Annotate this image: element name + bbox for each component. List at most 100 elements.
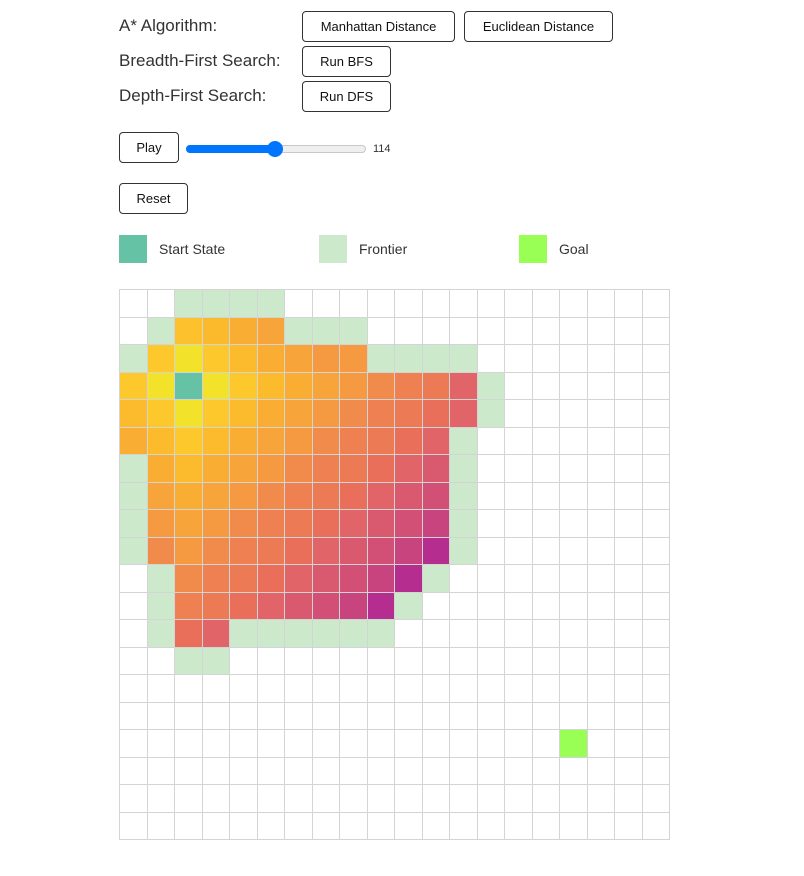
grid-cell[interactable] [531, 509, 560, 538]
grid-cell[interactable] [174, 784, 203, 813]
frontier-cell[interactable] [146, 591, 175, 620]
frontier-cell[interactable] [311, 316, 340, 345]
grid-cell[interactable] [256, 756, 285, 785]
explored-cell[interactable] [284, 509, 313, 538]
explored-cell[interactable] [421, 481, 450, 510]
explored-cell[interactable] [146, 481, 175, 510]
explored-cell[interactable] [229, 536, 258, 565]
grid-cell[interactable] [614, 784, 643, 813]
grid-cell[interactable] [531, 591, 560, 620]
grid-cell[interactable] [476, 619, 505, 648]
explored-cell[interactable] [311, 371, 340, 400]
grid-cell[interactable] [559, 536, 588, 565]
grid-cell[interactable] [394, 701, 423, 730]
grid-cell[interactable] [394, 289, 423, 318]
explored-cell[interactable] [284, 399, 313, 428]
grid-cell[interactable] [559, 591, 588, 620]
grid-cell[interactable] [504, 701, 533, 730]
explored-cell[interactable] [119, 371, 148, 400]
grid-cell[interactable] [504, 426, 533, 455]
grid-cell[interactable] [586, 591, 615, 620]
grid-cell[interactable] [366, 646, 395, 675]
grid-cell[interactable] [531, 426, 560, 455]
frontier-cell[interactable] [146, 316, 175, 345]
grid-cell[interactable] [586, 619, 615, 648]
grid-cell[interactable] [504, 674, 533, 703]
explored-cell[interactable] [394, 509, 423, 538]
frontier-cell[interactable] [201, 289, 230, 318]
grid-cell[interactable] [531, 399, 560, 428]
explored-cell[interactable] [146, 371, 175, 400]
grid-cell[interactable] [586, 481, 615, 510]
grid-cell[interactable] [119, 674, 148, 703]
grid-cell[interactable] [559, 316, 588, 345]
grid-cell[interactable] [559, 399, 588, 428]
grid-cell[interactable] [119, 316, 148, 345]
explored-cell[interactable] [256, 536, 285, 565]
grid-cell[interactable] [339, 811, 368, 840]
euclidean-distance-button[interactable]: Euclidean Distance [464, 11, 613, 42]
grid-cell[interactable] [394, 316, 423, 345]
grid-cell[interactable] [229, 674, 258, 703]
frontier-cell[interactable] [339, 619, 368, 648]
explored-cell[interactable] [146, 536, 175, 565]
explored-cell[interactable] [201, 591, 230, 620]
grid-cell[interactable] [449, 316, 478, 345]
grid-cell[interactable] [504, 811, 533, 840]
grid-cell[interactable] [201, 784, 230, 813]
grid-cell[interactable] [256, 646, 285, 675]
grid-cell[interactable] [614, 344, 643, 373]
grid-cell[interactable] [641, 344, 670, 373]
explored-cell[interactable] [339, 344, 368, 373]
grid-cell[interactable] [339, 289, 368, 318]
grid-cell[interactable] [559, 811, 588, 840]
explored-cell[interactable] [174, 344, 203, 373]
grid-cell[interactable] [421, 316, 450, 345]
grid-cell[interactable] [119, 729, 148, 758]
explored-cell[interactable] [284, 481, 313, 510]
frontier-cell[interactable] [449, 481, 478, 510]
grid-cell[interactable] [476, 701, 505, 730]
grid-cell[interactable] [504, 619, 533, 648]
grid-cell[interactable] [449, 564, 478, 593]
explored-cell[interactable] [201, 536, 230, 565]
grid-cell[interactable] [146, 811, 175, 840]
grid-cell[interactable] [366, 701, 395, 730]
explored-cell[interactable] [229, 564, 258, 593]
explored-cell[interactable] [311, 564, 340, 593]
grid-cell[interactable] [449, 591, 478, 620]
grid-cell[interactable] [449, 811, 478, 840]
explored-cell[interactable] [311, 481, 340, 510]
grid-cell[interactable] [641, 811, 670, 840]
grid-cell[interactable] [394, 646, 423, 675]
grid-cell[interactable] [641, 591, 670, 620]
grid-cell[interactable] [311, 674, 340, 703]
grid-cell[interactable] [119, 756, 148, 785]
explored-cell[interactable] [174, 426, 203, 455]
explored-cell[interactable] [229, 399, 258, 428]
run-dfs-button[interactable]: Run DFS [302, 81, 391, 112]
explored-cell[interactable] [311, 426, 340, 455]
frontier-cell[interactable] [119, 509, 148, 538]
frontier-cell[interactable] [119, 536, 148, 565]
grid-cell[interactable] [394, 674, 423, 703]
grid-cell[interactable] [559, 784, 588, 813]
grid-cell[interactable] [504, 784, 533, 813]
grid-cell[interactable] [586, 536, 615, 565]
explored-cell[interactable] [256, 509, 285, 538]
explored-cell[interactable] [256, 426, 285, 455]
explored-cell[interactable] [229, 344, 258, 373]
explored-cell[interactable] [421, 371, 450, 400]
slider-thumb[interactable] [267, 141, 284, 157]
grid-cell[interactable] [256, 674, 285, 703]
grid-cell[interactable] [366, 784, 395, 813]
grid-cell[interactable] [476, 344, 505, 373]
explored-cell[interactable] [256, 481, 285, 510]
explored-cell[interactable] [201, 344, 230, 373]
explored-cell[interactable] [394, 564, 423, 593]
explored-cell[interactable] [201, 564, 230, 593]
grid-cell[interactable] [421, 646, 450, 675]
grid-cell[interactable] [531, 674, 560, 703]
grid-cell[interactable] [586, 426, 615, 455]
grid-cell[interactable] [641, 564, 670, 593]
